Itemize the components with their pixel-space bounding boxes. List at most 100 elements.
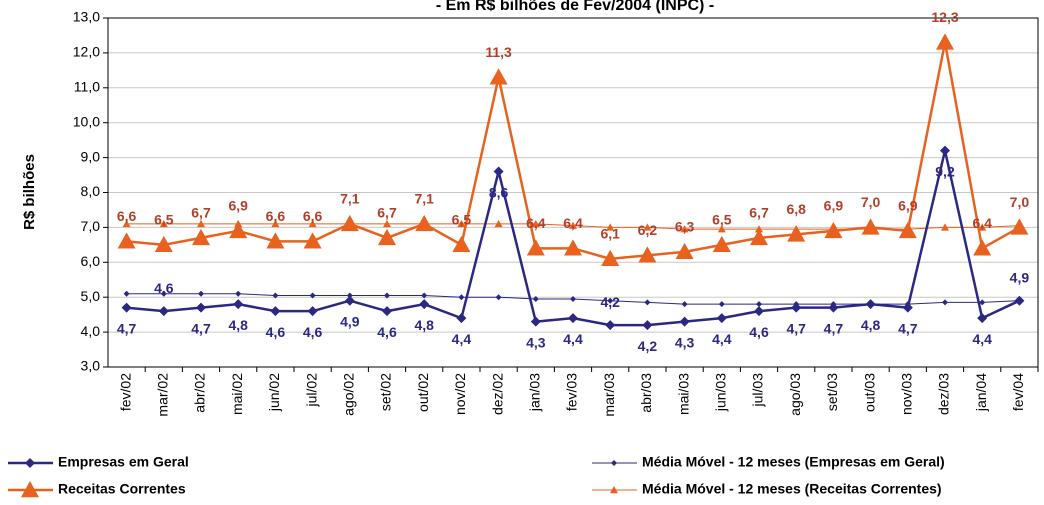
data-label: 4,6 [377,324,397,340]
point [531,219,540,228]
data-label: 7,0 [1010,194,1030,210]
point [495,294,502,301]
point [824,221,843,239]
point [530,316,541,327]
plot-frame [107,17,1039,368]
point [197,219,205,228]
point [861,218,880,235]
data-label: 6,4 [526,215,546,231]
x-tick-label: mai/02 [229,373,245,415]
data-label: 4,3 [526,334,546,350]
point [755,225,763,233]
data-label: 4,8 [861,317,881,333]
data-label: 4,6 [303,324,323,340]
data-label: 4,7 [898,320,918,336]
data-label: 4,4 [712,331,732,347]
data-label: 4,6 [266,324,286,340]
point [681,301,688,308]
point [489,68,508,85]
data-label: 6,6 [303,208,323,224]
point [564,239,582,256]
y-tick-label: 5,0 [81,288,101,304]
point [643,223,652,231]
point [456,313,467,324]
x-tick-label: set/02 [378,373,394,411]
point [493,166,504,177]
data-label: 4,2 [638,338,658,354]
data-label: 4,2 [600,294,620,310]
x-tick-label: dez/03 [936,373,952,415]
legend-marker [610,486,618,494]
point [340,214,359,232]
point [756,301,762,308]
point [679,316,690,327]
y-tick-label: 10,0 [73,113,100,129]
data-label: 6,7 [749,205,769,221]
legend-label: Empresas em Geral [58,454,189,470]
point [121,302,132,313]
point [902,302,913,313]
data-label: 7,0 [861,194,881,210]
point [458,294,465,301]
point [570,295,576,302]
data-label: 4,7 [786,320,806,336]
data-label: 6,4 [972,215,992,231]
point [532,295,539,302]
point [378,228,396,246]
data-label: 4,9 [1010,269,1030,285]
point [494,219,503,228]
legend-marker [25,458,35,468]
x-tick-label: fev/04 [1010,373,1026,411]
point [977,313,988,324]
y-tick-label: 9,0 [81,148,101,164]
point [526,239,545,256]
point [382,306,392,317]
point [419,299,430,310]
x-tick-label: jan/04 [973,373,989,412]
x-tick-label: out/03 [861,373,877,412]
point [791,302,802,313]
x-tick-label: fev/02 [117,373,133,411]
x-tick-label: mai/03 [675,373,691,415]
data-label: 4,8 [228,317,248,333]
x-tick-label: mar/02 [155,373,171,417]
y-axis-label: R$ bilhões [21,154,38,230]
y-tick-label: 11,0 [74,79,100,95]
point [638,246,657,263]
point [754,306,764,317]
point [569,221,577,229]
point [787,225,806,242]
point [160,290,167,297]
data-label: 6,8 [786,201,806,217]
data-label: 12,3 [931,9,958,25]
point [941,223,949,231]
data-label: 6,9 [898,198,918,214]
point [384,292,390,299]
point [865,299,876,310]
data-label: 4,7 [191,320,211,336]
x-tick-label: fev/03 [564,373,580,411]
data-label: 11,3 [485,44,512,60]
x-tick-label: abr/02 [192,373,208,413]
point [154,235,173,253]
point [383,219,391,228]
point [940,145,950,156]
x-tick-label: out/02 [415,373,431,412]
data-label: 6,2 [638,222,658,238]
point [717,225,726,233]
point [973,239,992,256]
data-label: 6,5 [452,212,472,228]
point [307,306,318,317]
data-label: 4,8 [414,317,434,333]
point [271,219,280,228]
point [606,223,615,231]
x-tick-label: jul/03 [750,373,766,408]
point [936,33,954,50]
data-label: 6,9 [824,198,844,214]
x-tick-label: jul/02 [303,373,319,408]
x-tick-label: jun/03 [713,373,729,412]
data-label: 8,6 [489,184,509,200]
data-label: 4,4 [972,331,992,347]
point [303,232,322,249]
point [898,221,917,239]
